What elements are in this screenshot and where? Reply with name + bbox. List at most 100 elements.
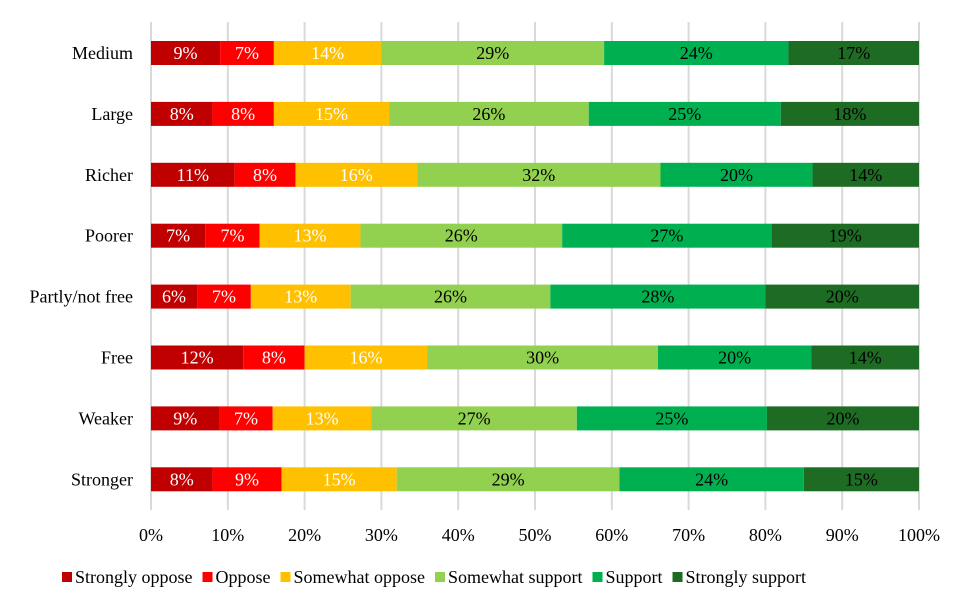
bar-segment <box>657 345 812 370</box>
bar-segment <box>212 467 282 492</box>
bar-row: 8% 8% 15% 26% 25% 18% <box>151 101 919 126</box>
category-label: Weaker <box>78 408 133 428</box>
data-label: 12% <box>181 348 214 368</box>
legend-item: Support <box>592 567 663 587</box>
data-label: 13% <box>294 226 327 246</box>
data-label: 20% <box>718 348 751 368</box>
legend-label: Support <box>606 567 663 587</box>
legend-item: Somewhat support <box>435 567 583 587</box>
data-label: 32% <box>522 165 555 185</box>
data-label: 7% <box>234 408 258 428</box>
category-label: Large <box>91 104 133 124</box>
bar-segment <box>295 162 418 187</box>
bar-segment <box>151 406 220 431</box>
data-label: 9% <box>235 469 259 489</box>
bar-segment <box>803 467 919 492</box>
data-label: 26% <box>434 287 467 307</box>
bar-segment <box>197 284 251 309</box>
legend-label: Oppose <box>216 567 271 587</box>
bar-segment <box>151 101 213 126</box>
data-label: 7% <box>212 287 236 307</box>
data-label: 15% <box>323 469 356 489</box>
x-tick-label: 0% <box>139 525 163 545</box>
bar-row: 6% 7% 13% 26% 28% 20% <box>151 284 919 309</box>
bar-segment <box>212 101 274 126</box>
data-label: 15% <box>845 469 878 489</box>
data-label: 18% <box>833 104 866 124</box>
data-label: 20% <box>826 287 859 307</box>
bar-segment <box>576 406 767 431</box>
data-label: 20% <box>720 165 753 185</box>
data-label: 8% <box>253 165 277 185</box>
bar-segment <box>350 284 551 309</box>
data-label: 8% <box>170 469 194 489</box>
gridlines <box>150 22 920 510</box>
x-tick-label: 60% <box>595 525 628 545</box>
data-label: 29% <box>476 43 509 63</box>
x-tick-label: 50% <box>519 525 552 545</box>
category-label: Free <box>101 348 133 368</box>
bar-segment <box>151 284 198 309</box>
data-label: 29% <box>492 469 525 489</box>
bar-segment <box>417 162 661 187</box>
data-label: 17% <box>837 43 870 63</box>
legend-swatch <box>280 572 291 582</box>
bar-segment <box>220 41 274 65</box>
bar-segment <box>389 101 589 126</box>
category-label: Richer <box>85 165 133 185</box>
x-tick-label: 20% <box>288 525 321 545</box>
category-label: Poorer <box>85 226 133 246</box>
bar-segment <box>273 101 390 126</box>
category-label: Medium <box>72 43 133 63</box>
bar-segment <box>151 162 235 187</box>
data-label: 25% <box>668 104 701 124</box>
data-label: 8% <box>231 104 255 124</box>
legend: Strongly oppose Oppose Somewhat oppose Some… <box>62 567 806 587</box>
bar-row: 9% 7% 13% 27% 25% 20% <box>151 406 919 431</box>
bar-segment <box>250 284 351 309</box>
data-label: 11% <box>177 165 209 185</box>
bar-segment <box>619 467 804 492</box>
bar-segment <box>234 162 296 187</box>
data-label: 25% <box>655 408 688 428</box>
data-label: 7% <box>166 226 190 246</box>
bar-segment <box>788 41 919 65</box>
bar-segment <box>243 345 305 370</box>
data-label: 7% <box>220 226 244 246</box>
data-label: 8% <box>262 348 286 368</box>
legend-item: Strongly oppose <box>62 567 193 587</box>
bar-segment <box>771 223 919 248</box>
data-label: 24% <box>695 469 728 489</box>
x-tick-label: 30% <box>365 525 398 545</box>
bar-segment <box>205 223 260 248</box>
bar-row: 7% 7% 13% 26% 27% 19% <box>151 223 919 248</box>
data-label: 9% <box>174 43 198 63</box>
data-label: 28% <box>641 287 674 307</box>
legend-swatch <box>435 572 445 582</box>
bar-segment <box>550 284 766 309</box>
x-tick-label: 10% <box>211 525 244 545</box>
x-axis-tick-labels: 0% 10% 20% 30% 40% 50% 60% 70% 80% 90% 100% <box>139 525 940 545</box>
category-label: Stronger <box>71 469 133 489</box>
data-label: 8% <box>170 104 194 124</box>
bar-row: 12% 8% 16% 30% 20% 14% <box>151 345 919 370</box>
legend-item: Somewhat oppose <box>280 567 425 587</box>
data-label: 15% <box>315 104 348 124</box>
data-label: 16% <box>350 348 383 368</box>
legend-swatch <box>672 572 683 582</box>
legend-swatch <box>62 572 72 582</box>
legend-label: Strongly support <box>686 567 807 587</box>
bar-segment <box>272 406 372 431</box>
bar-segment <box>151 345 244 370</box>
bar-segment <box>396 467 620 492</box>
x-tick-label: 40% <box>442 525 475 545</box>
legend-item: Strongly support <box>672 567 807 587</box>
legend-swatch <box>202 572 213 582</box>
bar-segment <box>360 223 563 248</box>
data-label: 27% <box>650 226 683 246</box>
bar-segment <box>281 467 397 492</box>
bar-segment <box>371 406 577 431</box>
bar-segment <box>273 41 382 65</box>
bar-segment <box>588 101 781 126</box>
bar-segment <box>660 162 813 187</box>
